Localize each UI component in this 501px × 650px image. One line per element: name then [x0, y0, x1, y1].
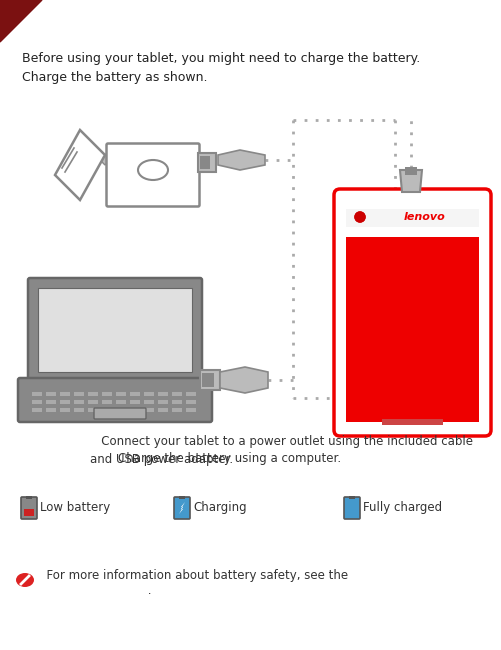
Text: Charging: Charging — [192, 502, 246, 515]
Bar — [102, 400, 112, 404]
Bar — [172, 408, 182, 412]
Ellipse shape — [16, 573, 34, 587]
Bar — [46, 392, 56, 396]
FancyBboxPatch shape — [106, 144, 199, 207]
FancyBboxPatch shape — [333, 189, 490, 436]
Text: lenovo: lenovo — [403, 212, 445, 222]
Bar — [158, 408, 168, 412]
Bar — [158, 392, 168, 396]
Bar — [144, 392, 154, 396]
Polygon shape — [55, 130, 105, 200]
Circle shape — [354, 212, 364, 222]
Bar — [144, 400, 154, 404]
Text: For more information about battery safety, see the: For more information about battery safet… — [39, 569, 347, 582]
Text: Connect your tablet to a power outlet using the included cable
and USB power ada: Connect your tablet to a power outlet us… — [90, 435, 472, 466]
Bar — [144, 408, 154, 412]
Bar — [201, 373, 213, 387]
Bar — [177, 509, 187, 516]
FancyBboxPatch shape — [28, 278, 201, 382]
Bar — [172, 392, 182, 396]
Bar — [46, 400, 56, 404]
Bar — [172, 400, 182, 404]
Bar — [60, 408, 70, 412]
Bar — [74, 392, 84, 396]
Bar — [102, 392, 112, 396]
FancyBboxPatch shape — [21, 497, 37, 519]
Bar — [102, 408, 112, 412]
Bar — [88, 408, 98, 412]
Text: Charge the battery using a computer.: Charge the battery using a computer. — [88, 452, 341, 465]
FancyBboxPatch shape — [174, 497, 189, 519]
Text: Low battery: Low battery — [40, 502, 110, 515]
Bar — [88, 392, 98, 396]
Text: Fully charged: Fully charged — [362, 502, 441, 515]
Bar — [345, 237, 478, 422]
Polygon shape — [217, 150, 265, 170]
FancyBboxPatch shape — [94, 408, 146, 419]
Text: .: . — [39, 584, 151, 597]
FancyBboxPatch shape — [343, 497, 359, 519]
Bar — [179, 496, 185, 499]
Bar — [381, 419, 442, 425]
Bar — [199, 370, 219, 390]
Bar — [24, 509, 34, 516]
Bar — [130, 400, 140, 404]
Bar — [199, 156, 209, 169]
Bar — [26, 496, 32, 499]
Bar — [116, 408, 126, 412]
Polygon shape — [0, 0, 42, 42]
Bar — [346, 509, 356, 516]
Bar — [186, 408, 195, 412]
Polygon shape — [100, 150, 115, 165]
Bar — [116, 392, 126, 396]
Bar — [32, 400, 42, 404]
Bar — [345, 209, 478, 227]
Bar — [130, 392, 140, 396]
Bar — [197, 153, 215, 172]
Polygon shape — [399, 170, 421, 192]
Bar — [46, 408, 56, 412]
Bar — [404, 167, 416, 175]
Polygon shape — [219, 367, 268, 393]
Bar — [116, 400, 126, 404]
Bar — [74, 408, 84, 412]
Bar — [88, 400, 98, 404]
Bar — [74, 400, 84, 404]
FancyBboxPatch shape — [18, 378, 211, 422]
Polygon shape — [179, 502, 185, 514]
Bar — [348, 496, 354, 499]
Bar — [32, 392, 42, 396]
Ellipse shape — [138, 160, 168, 180]
Bar — [158, 400, 168, 404]
Bar — [38, 288, 191, 372]
Bar — [32, 408, 42, 412]
Bar — [60, 400, 70, 404]
Bar — [60, 392, 70, 396]
Bar — [186, 392, 195, 396]
Bar — [130, 408, 140, 412]
Text: Before using your tablet, you might need to charge the battery.
Charge the batte: Before using your tablet, you might need… — [22, 52, 419, 83]
Bar — [186, 400, 195, 404]
